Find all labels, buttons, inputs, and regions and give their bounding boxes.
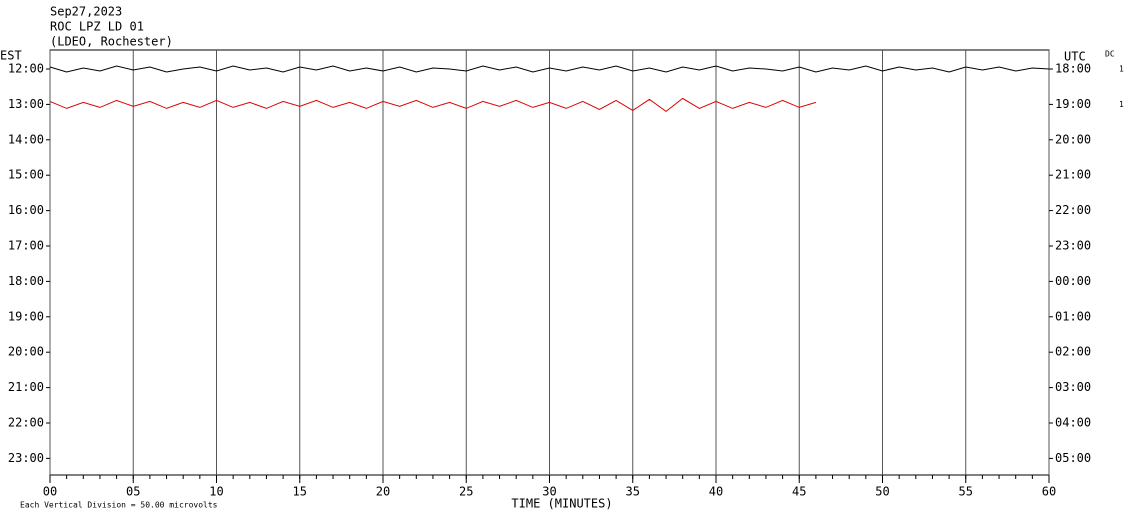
right-row-label: 23:00 xyxy=(1055,239,1091,253)
dc-label: DC xyxy=(1105,50,1115,59)
x-tick-label: 55 xyxy=(959,485,973,499)
left-row-label: 22:00 xyxy=(8,416,44,430)
right-row-label: 18:00 xyxy=(1055,62,1091,76)
left-row-label: 15:00 xyxy=(8,168,44,182)
right-row-label: 02:00 xyxy=(1055,345,1091,359)
right-row-label: 20:00 xyxy=(1055,132,1091,146)
x-tick-label: 20 xyxy=(376,485,390,499)
x-tick-label: 25 xyxy=(459,485,473,499)
x-tick-label: 05 xyxy=(126,485,140,499)
left-row-label: 23:00 xyxy=(8,451,44,465)
title-line: (LDEO, Rochester) xyxy=(50,35,173,49)
x-axis-label: TIME (MINUTES) xyxy=(511,497,612,511)
x-tick-label: 40 xyxy=(709,485,723,499)
title-line: ROC LPZ LD 01 xyxy=(50,20,144,34)
left-row-label: 18:00 xyxy=(8,274,44,288)
left-row-label: 12:00 xyxy=(8,62,44,76)
x-tick-label: 30 xyxy=(542,485,556,499)
right-row-label: 00:00 xyxy=(1055,274,1091,288)
trace xyxy=(49,97,817,113)
left-row-label: 20:00 xyxy=(8,345,44,359)
x-tick-label: 10 xyxy=(209,485,223,499)
trace-scale-label: 1 xyxy=(1119,100,1124,109)
right-row-label: 19:00 xyxy=(1055,97,1091,111)
left-row-label: 17:00 xyxy=(8,239,44,253)
right-row-label: 05:00 xyxy=(1055,451,1091,465)
x-tick-label: 45 xyxy=(792,485,806,499)
right-row-label: 04:00 xyxy=(1055,416,1091,430)
footnote: Each Vertical Division = 50.00 microvolt… xyxy=(20,501,218,510)
right-row-label: 03:00 xyxy=(1055,380,1091,394)
right-axis-label: UTC xyxy=(1064,50,1086,64)
left-row-label: 19:00 xyxy=(8,309,44,323)
trace-scale-label: 1 xyxy=(1119,65,1124,74)
left-row-label: 14:00 xyxy=(8,132,44,146)
x-tick-label: 15 xyxy=(293,485,307,499)
x-tick-label: 35 xyxy=(626,485,640,499)
left-row-label: 21:00 xyxy=(8,380,44,394)
left-row-label: 13:00 xyxy=(8,97,44,111)
right-row-label: 22:00 xyxy=(1055,203,1091,217)
x-tick-label: 60 xyxy=(1042,485,1056,499)
title-line: Sep27,2023 xyxy=(50,5,122,19)
right-row-label: 21:00 xyxy=(1055,168,1091,182)
left-axis-label: EST xyxy=(0,49,22,63)
x-tick-label: 00 xyxy=(43,485,57,499)
left-row-label: 16:00 xyxy=(8,203,44,217)
right-row-label: 01:00 xyxy=(1055,309,1091,323)
x-tick-label: 50 xyxy=(875,485,889,499)
trace xyxy=(49,65,1050,73)
